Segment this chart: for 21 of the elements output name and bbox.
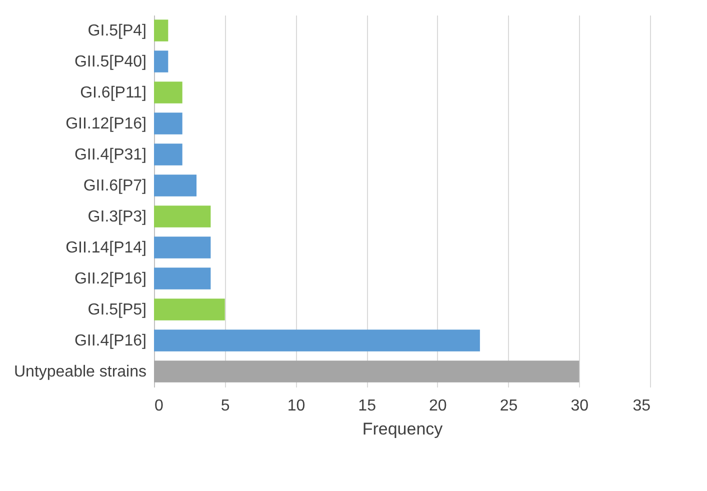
y-tick-label: GI.6[P11] <box>80 84 146 102</box>
y-tick-label: Untypeable strains <box>14 364 146 380</box>
x-tick-label: 0 <box>154 398 164 414</box>
x-tick-label: 30 <box>570 398 589 414</box>
y-tick-label: GII.14[P14] <box>66 240 146 256</box>
x-tick-label: 5 <box>220 398 230 414</box>
y-tick-label: GII.6[P7] <box>83 178 146 194</box>
y-tick-label: GI.3[P3] <box>88 208 146 226</box>
x-tick-label: 35 <box>632 398 651 414</box>
y-tick-label: GII.5[P40] <box>74 54 146 70</box>
y-tick-label: GI.5[P4] <box>88 22 146 40</box>
y-tick-label: GI.5[P5] <box>88 302 146 318</box>
y-tick-label: GII.2[P16] <box>74 270 146 288</box>
x-axis-title: Frequency <box>362 420 444 438</box>
x-tick-label: 20 <box>429 398 447 414</box>
x-tick-label: 25 <box>500 398 518 414</box>
y-tick-label: GII.4[P16] <box>74 332 146 350</box>
x-tick-label: 10 <box>287 398 306 414</box>
x-tick-label: 15 <box>358 398 376 414</box>
y-tick-label: GII.12[P16] <box>66 116 146 132</box>
y-tick-label: GII.4[P31] <box>74 146 146 164</box>
